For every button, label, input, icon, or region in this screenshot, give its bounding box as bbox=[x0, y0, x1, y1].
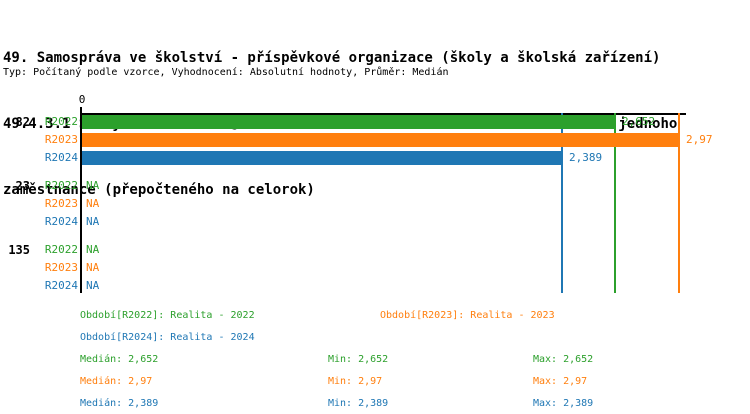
bar-row: 82 R2022 2,652 bbox=[0, 115, 750, 129]
y-axis-line bbox=[80, 107, 82, 293]
x-axis-zero-label: 0 bbox=[78, 93, 86, 106]
stat-min-2022: Min: 2,652 bbox=[328, 354, 389, 365]
row-year-label: R2022 bbox=[44, 179, 78, 192]
na-label: NA bbox=[86, 243, 100, 256]
legend-item-r2024: Období[R2024]: Realita - 2024 bbox=[80, 332, 255, 343]
row-year-label: R2024 bbox=[44, 215, 78, 228]
bar-row: R2023 NA bbox=[0, 197, 750, 211]
row-year-label: R2023 bbox=[44, 197, 78, 210]
bar-row: R2023 NA bbox=[0, 261, 750, 275]
bar-r2023 bbox=[82, 133, 680, 147]
stat-min-2023: Min: 2,97 bbox=[328, 376, 383, 387]
bar-row: R2024 NA bbox=[0, 215, 750, 229]
x-axis-top-line bbox=[80, 113, 686, 115]
bar-r2022 bbox=[82, 115, 616, 129]
bar-row: 23 R2022 NA bbox=[0, 179, 750, 193]
stat-max-2022: Max: 2,652 bbox=[533, 354, 594, 365]
na-label: NA bbox=[86, 279, 100, 292]
stat-median-2023: Medián: 2,97 bbox=[80, 376, 153, 387]
row-year-label: R2022 bbox=[44, 115, 78, 128]
group-label: 23 bbox=[15, 179, 30, 193]
legend-item-r2022: Období[R2022]: Realita - 2022 bbox=[80, 310, 255, 321]
bar-value-label: 2,97 bbox=[686, 133, 713, 146]
bar-container: 2,389 bbox=[82, 151, 602, 165]
median-line-2023 bbox=[678, 113, 680, 293]
row-year-label: R2022 bbox=[44, 243, 78, 256]
bar-row: R2024 2,389 bbox=[0, 151, 750, 165]
bar-container: 2,652 bbox=[82, 115, 655, 129]
bar-row: R2024 NA bbox=[0, 279, 750, 293]
bar-container: 2,97 bbox=[82, 133, 713, 147]
title-line-3: zaměstnance (přepočteného na celorok) bbox=[3, 182, 315, 198]
na-label: NA bbox=[86, 261, 100, 274]
chart-meta: Typ: Počítaný podle vzorce, Vyhodnocení:… bbox=[3, 67, 449, 78]
group-label: 135 bbox=[8, 243, 30, 257]
na-label: NA bbox=[86, 179, 100, 192]
stat-median-2024: Medián: 2,389 bbox=[80, 398, 159, 409]
stat-max-2024: Max: 2,389 bbox=[533, 398, 594, 409]
median-line-2024 bbox=[561, 113, 563, 293]
bar-row: 135 R2022 NA bbox=[0, 243, 750, 257]
stat-min-2024: Min: 2,389 bbox=[328, 398, 389, 409]
title-line-1: 49. Samospráva ve školství - příspěvkové… bbox=[3, 50, 661, 66]
na-label: NA bbox=[86, 215, 100, 228]
row-year-label: R2023 bbox=[44, 261, 78, 274]
row-year-label: R2024 bbox=[44, 279, 78, 292]
bar-row: R2023 2,97 bbox=[0, 133, 750, 147]
bar-value-label: 2,652 bbox=[622, 115, 656, 128]
bar-value-label: 2,389 bbox=[569, 151, 603, 164]
bar-r2024 bbox=[82, 151, 563, 165]
row-year-label: R2023 bbox=[44, 133, 78, 146]
group-label: 82 bbox=[15, 115, 30, 129]
median-line-2022 bbox=[614, 113, 616, 293]
row-year-label: R2024 bbox=[44, 151, 78, 164]
legend-item-r2023: Období[R2023]: Realita - 2023 bbox=[380, 310, 555, 321]
stat-median-2022: Medián: 2,652 bbox=[80, 354, 159, 365]
stat-max-2023: Max: 2,97 bbox=[533, 376, 588, 387]
na-label: NA bbox=[86, 197, 100, 210]
